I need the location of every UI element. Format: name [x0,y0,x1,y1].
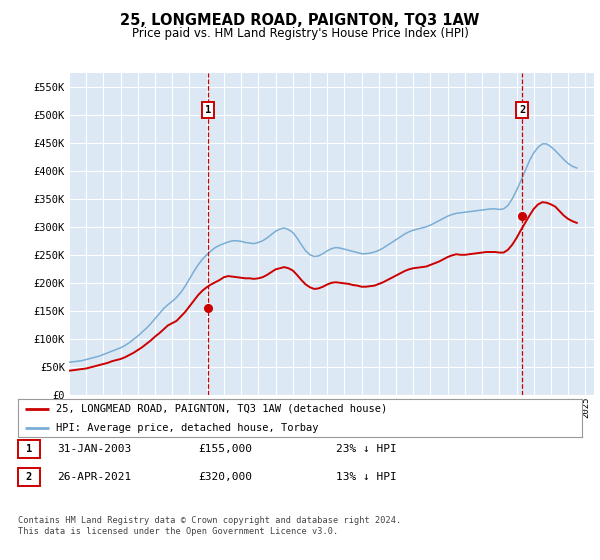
Text: 1: 1 [205,105,211,115]
Text: 25, LONGMEAD ROAD, PAIGNTON, TQ3 1AW: 25, LONGMEAD ROAD, PAIGNTON, TQ3 1AW [121,13,479,29]
Text: £320,000: £320,000 [198,472,252,482]
Text: 31-JAN-2003: 31-JAN-2003 [57,444,131,454]
Text: 23% ↓ HPI: 23% ↓ HPI [336,444,397,454]
Text: 1: 1 [26,444,32,454]
Text: 13% ↓ HPI: 13% ↓ HPI [336,472,397,482]
Text: 2: 2 [519,105,525,115]
Text: 25, LONGMEAD ROAD, PAIGNTON, TQ3 1AW (detached house): 25, LONGMEAD ROAD, PAIGNTON, TQ3 1AW (de… [56,404,388,414]
Text: Price paid vs. HM Land Registry's House Price Index (HPI): Price paid vs. HM Land Registry's House … [131,27,469,40]
Text: 2: 2 [26,472,32,482]
Text: 26-APR-2021: 26-APR-2021 [57,472,131,482]
Text: £155,000: £155,000 [198,444,252,454]
Text: HPI: Average price, detached house, Torbay: HPI: Average price, detached house, Torb… [56,423,319,433]
Text: Contains HM Land Registry data © Crown copyright and database right 2024.
This d: Contains HM Land Registry data © Crown c… [18,516,401,536]
